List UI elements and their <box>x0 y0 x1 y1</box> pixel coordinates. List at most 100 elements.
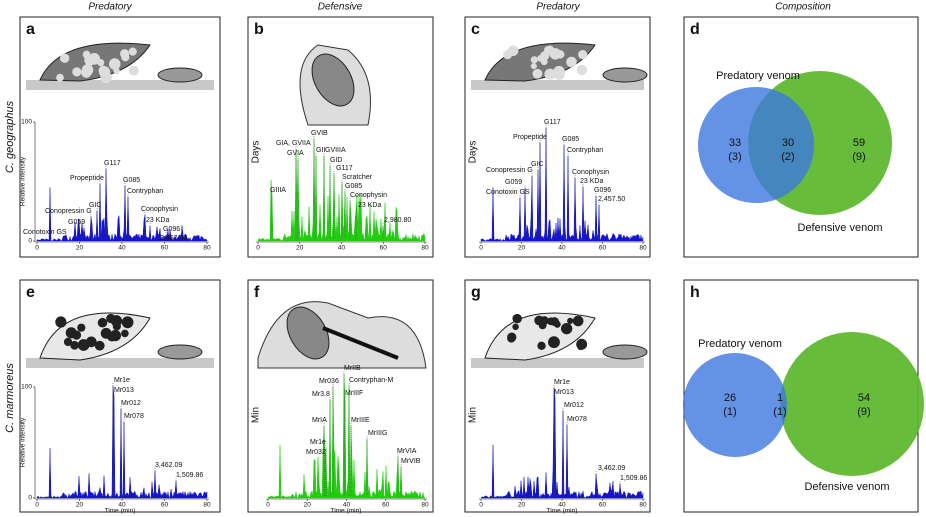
venn-label: Defensive venom <box>805 481 890 493</box>
x-axis-label: Time (min) <box>105 508 136 515</box>
shell-pattern <box>548 336 560 349</box>
column-header: Composition <box>775 2 831 13</box>
shell-pattern <box>572 315 584 327</box>
venn-right <box>780 332 924 476</box>
x-tick-label: 20 <box>518 502 526 509</box>
shell-pattern <box>63 337 73 347</box>
venn-count: 33 <box>729 137 741 149</box>
shell-pattern <box>547 317 556 326</box>
panel-letter: g <box>471 284 481 301</box>
peak-label: Propeptide <box>70 175 104 182</box>
seafloor <box>26 358 214 368</box>
shell-pattern <box>65 327 77 339</box>
chromatogram-trace <box>267 373 426 499</box>
prey <box>157 67 203 83</box>
panel-frame <box>683 16 919 258</box>
shell-pattern <box>88 53 101 65</box>
peak-label: Scratcher <box>342 174 373 181</box>
shell-pattern <box>561 323 573 335</box>
venn-label: Defensive venom <box>798 222 883 234</box>
peak-label: Mr078 <box>567 416 587 423</box>
y-tick-label: 0 <box>28 238 32 245</box>
shell-pattern <box>507 334 516 343</box>
venn-left <box>683 353 787 457</box>
peak-label: GID <box>330 157 342 164</box>
shell-pattern <box>97 59 105 67</box>
column-header: Predatory <box>536 2 580 13</box>
y-tick-label: 100 <box>21 384 32 391</box>
x-tick-label: 60 <box>161 245 169 252</box>
peak-label: MrVIB <box>401 458 421 465</box>
venn-subcount: (3) <box>728 151 741 163</box>
peak-label: G117 <box>544 119 561 126</box>
peak-label: 2,457.50 <box>598 196 625 203</box>
shell-pattern <box>112 322 121 331</box>
prey <box>157 344 203 360</box>
x-tick-label: 20 <box>304 502 312 509</box>
peak-label: GIC <box>89 202 101 209</box>
venn-left <box>698 87 814 203</box>
shell-pattern <box>107 331 117 342</box>
peak-label: G117 <box>104 160 121 167</box>
x-tick-label: 60 <box>161 502 169 509</box>
y-axis-label: Min <box>468 407 479 423</box>
x-tick-label: 80 <box>203 245 211 252</box>
venn-label: Predatory venom <box>716 70 800 82</box>
x-tick-label: 40 <box>118 245 126 252</box>
peak-label: 23 KDa <box>580 178 603 185</box>
peak-label: Conophysin <box>350 192 387 199</box>
x-tick-label: 0 <box>479 245 483 252</box>
peak-label: MrIIIE <box>351 417 370 424</box>
shell-pattern <box>121 316 134 329</box>
x-tick-label: 0 <box>266 502 270 509</box>
y-axis-label: Min <box>251 407 262 423</box>
panel-frame <box>247 16 434 258</box>
peak-label: MrIIIF <box>345 390 363 397</box>
peak-label: G059 <box>68 219 85 226</box>
shell-pattern <box>121 329 129 338</box>
chromatogram-trace <box>480 387 644 499</box>
shell-pattern <box>512 323 519 331</box>
shell-pattern <box>97 317 108 328</box>
x-tick-label: 80 <box>639 245 647 252</box>
prey <box>602 67 648 83</box>
y-axis-label: Relative intensity <box>20 417 27 467</box>
x-tick-label: 40 <box>118 502 126 509</box>
peak-label: MrIIIG <box>368 430 387 437</box>
shell-pattern <box>98 66 111 78</box>
shell-pattern <box>72 67 82 77</box>
peak-label: GIC <box>531 161 543 168</box>
shell-pattern <box>507 45 519 57</box>
column-header: Defensive <box>318 2 363 13</box>
x-tick-label: 20 <box>76 245 84 252</box>
x-tick-label: 0 <box>35 502 39 509</box>
peak-label: Mr3.8 <box>312 391 330 398</box>
venn-label: Predatory venom <box>698 338 782 350</box>
peak-label: G096 <box>594 187 611 194</box>
panel-letter: f <box>254 284 260 301</box>
peak-label: G085 <box>345 183 362 190</box>
shell-pattern <box>577 343 584 351</box>
peak-label: GIIIA <box>270 187 286 194</box>
peak-label: Mr032 <box>306 449 326 456</box>
shell-pattern <box>128 47 137 56</box>
shell-pattern <box>81 64 94 76</box>
panel-letter: a <box>26 21 35 38</box>
shell-pattern <box>82 50 91 59</box>
peak-label: GVIA <box>287 150 304 157</box>
peak-label: Conophysin <box>572 169 609 176</box>
peak-label: 3,462.09 <box>598 465 625 472</box>
peak-label: MrIA <box>312 417 327 424</box>
panel-letter: c <box>471 21 480 38</box>
shell-pattern <box>70 340 79 350</box>
panel-frame <box>464 16 651 258</box>
venn-subcount: (9) <box>857 406 870 418</box>
peak-label: 2,467.50 <box>160 235 187 242</box>
venn-count: 54 <box>858 392 870 404</box>
x-tick-label: 20 <box>76 502 84 509</box>
shell-pattern <box>576 64 588 76</box>
peak-label: Contryphan-M <box>349 377 394 384</box>
x-tick-label: 0 <box>256 245 260 252</box>
peak-label: G117 <box>336 165 353 172</box>
